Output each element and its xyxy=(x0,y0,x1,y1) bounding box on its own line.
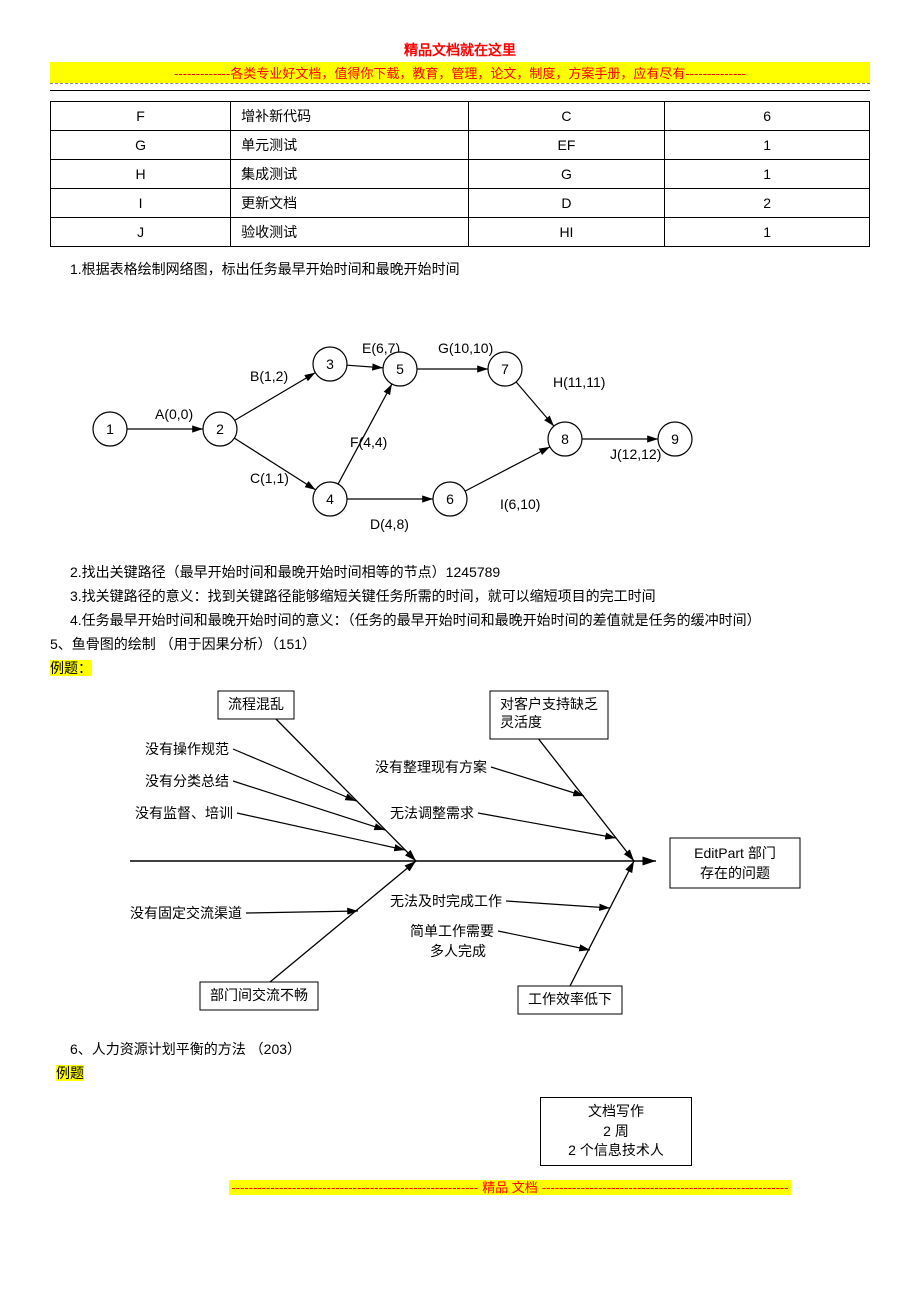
svg-text:没有监督、培训: 没有监督、培训 xyxy=(135,805,233,821)
table-row: I更新文档D2 xyxy=(51,189,870,218)
svg-text:F(4,4): F(4,4) xyxy=(350,434,387,450)
table-cell: F xyxy=(51,102,231,131)
table-row: J验收测试HI1 xyxy=(51,218,870,247)
svg-text:没有分类总结: 没有分类总结 xyxy=(145,773,229,789)
footer-right-dash: ----------------------------------------… xyxy=(540,1180,791,1195)
network-diagram: A(0,0)B(1,2)C(1,1)E(6,7)F(4,4)D(4,8)G(10… xyxy=(70,299,870,552)
svg-text:H(11,11): H(11,11) xyxy=(553,374,605,390)
svg-text:没有固定交流渠道: 没有固定交流渠道 xyxy=(130,905,242,921)
table-cell: HI xyxy=(468,218,665,247)
svg-text:存在的问题: 存在的问题 xyxy=(700,865,770,881)
svg-text:I(6,10): I(6,10) xyxy=(500,496,540,512)
example-label-2: 例题 xyxy=(56,1063,870,1083)
paragraph-q3: 3.找关键路径的意义：找到关键路径能够缩短关键任务所需的时间，就可以缩短项目的完… xyxy=(70,586,870,606)
svg-text:对客户支持缺乏: 对客户支持缺乏 xyxy=(500,696,598,712)
svg-text:流程混乱: 流程混乱 xyxy=(228,696,284,712)
svg-text:没有整理现有方案: 没有整理现有方案 xyxy=(375,759,487,775)
table-cell: 1 xyxy=(665,218,870,247)
svg-text:工作效率低下: 工作效率低下 xyxy=(528,991,612,1007)
table-cell: 2 xyxy=(665,189,870,218)
table-cell: I xyxy=(51,189,231,218)
svg-text:6: 6 xyxy=(446,491,454,507)
table-row: H集成测试G1 xyxy=(51,160,870,189)
table-cell: 更新文档 xyxy=(231,189,469,218)
table-cell: 验收测试 xyxy=(231,218,469,247)
table-row: G单元测试EF1 xyxy=(51,131,870,160)
table-cell: 1 xyxy=(665,160,870,189)
svg-text:J(12,12): J(12,12) xyxy=(610,446,661,462)
paragraph-q1: 1.根据表格绘制网络图，标出任务最早开始时间和最晚开始时间 xyxy=(70,259,870,279)
svg-text:4: 4 xyxy=(326,491,334,507)
paragraph-q4: 4.任务最早开始时间和最晚开始时间的意义：（任务的最早开始时间和最晚开始时间的差… xyxy=(70,610,870,630)
paragraph-q6: 6、人力资源计划平衡的方法 （203） xyxy=(70,1039,870,1059)
svg-text:8: 8 xyxy=(561,431,569,447)
table-cell: 单元测试 xyxy=(231,131,469,160)
paragraph-q2: 2.找出关键路径（最早开始时间和最晚开始时间相等的节点）1245789 xyxy=(70,562,870,582)
svg-text:无法调整需求: 无法调整需求 xyxy=(390,805,474,821)
table-cell: G xyxy=(468,160,665,189)
table-cell: 1 xyxy=(665,131,870,160)
header-dashed-rule xyxy=(50,83,870,84)
svg-text:没有操作规范: 没有操作规范 xyxy=(145,741,229,757)
table-cell: C xyxy=(468,102,665,131)
example-label-1: 例题： xyxy=(50,658,870,678)
svg-text:灵活度: 灵活度 xyxy=(500,714,542,730)
header-subtitle: -------------各类专业好文档，值得你下载，教育，管理，论文，制度，方… xyxy=(50,62,870,83)
footer-left-dash: ----------------------------------------… xyxy=(229,1180,480,1195)
svg-text:简单工作需要: 简单工作需要 xyxy=(410,923,494,939)
table-cell: EF xyxy=(468,131,665,160)
paragraph-q5: 5、鱼骨图的绘制 （用于因果分析）（151） xyxy=(50,634,870,654)
svg-text:1: 1 xyxy=(106,421,114,437)
svg-text:D(4,8): D(4,8) xyxy=(370,516,409,532)
table-cell: 增补新代码 xyxy=(231,102,469,131)
svg-text:9: 9 xyxy=(671,431,679,447)
header-rule xyxy=(50,90,870,91)
footer-bar: ----------------------------------------… xyxy=(170,1177,850,1196)
resource-box-line: 2 个信息技术人 xyxy=(551,1141,681,1161)
resource-box-line: 2 周 xyxy=(551,1122,681,1142)
header-title: 精品文档就在这里 xyxy=(50,40,870,60)
footer-mid: 精品 文档 xyxy=(480,1180,540,1195)
resource-box-line: 文档写作 xyxy=(551,1102,681,1122)
svg-text:部门间交流不畅: 部门间交流不畅 xyxy=(210,987,308,1003)
fishbone-diagram: EditPart 部门存在的问题 流程混乱没有操作规范没有分类总结没有监督、培训 对… xyxy=(110,686,870,1029)
doc-header: 精品文档就在这里 -------------各类专业好文档，值得你下载，教育，管… xyxy=(50,40,870,84)
svg-text:5: 5 xyxy=(396,361,404,377)
svg-text:3: 3 xyxy=(326,356,334,372)
resource-box: 文档写作2 周2 个信息技术人 xyxy=(540,1097,692,1166)
table-cell: G xyxy=(51,131,231,160)
svg-text:C(1,1): C(1,1) xyxy=(250,470,289,486)
svg-text:EditPart 部门: EditPart 部门 xyxy=(694,845,776,861)
table-cell: H xyxy=(51,160,231,189)
svg-text:多人完成: 多人完成 xyxy=(430,943,486,959)
table-cell: J xyxy=(51,218,231,247)
activity-table: F增补新代码C6G单元测试EF1H集成测试G1I更新文档D2J验收测试HI1 xyxy=(50,101,870,247)
table-cell: 集成测试 xyxy=(231,160,469,189)
table-row: F增补新代码C6 xyxy=(51,102,870,131)
table-cell: 6 xyxy=(665,102,870,131)
svg-text:7: 7 xyxy=(501,361,509,377)
table-cell: D xyxy=(468,189,665,218)
svg-text:G(10,10): G(10,10) xyxy=(438,340,493,356)
svg-text:A(0,0): A(0,0) xyxy=(155,406,193,422)
svg-text:2: 2 xyxy=(216,421,224,437)
svg-text:B(1,2): B(1,2) xyxy=(250,368,288,384)
svg-text:无法及时完成工作: 无法及时完成工作 xyxy=(390,893,502,909)
